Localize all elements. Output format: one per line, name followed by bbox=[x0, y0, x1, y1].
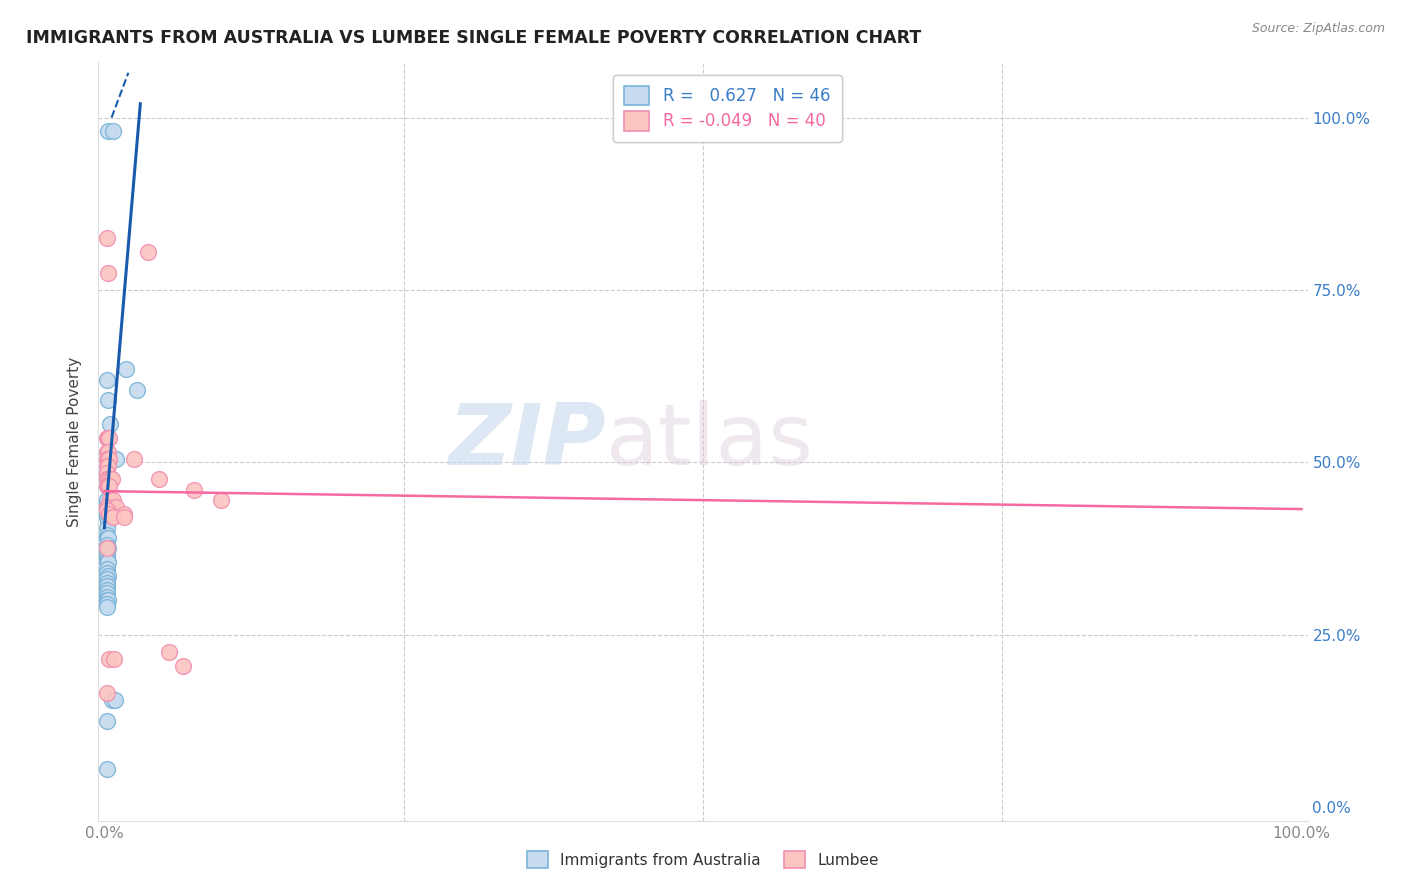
Point bbox=[96, 551, 118, 566]
Point bbox=[115, 362, 138, 376]
Point bbox=[96, 527, 118, 541]
Point bbox=[157, 645, 180, 659]
Point bbox=[103, 651, 125, 665]
Point bbox=[100, 417, 122, 432]
Point bbox=[97, 541, 120, 556]
Point bbox=[96, 493, 118, 508]
Point bbox=[96, 562, 118, 576]
Point bbox=[96, 555, 118, 569]
Point bbox=[97, 531, 120, 545]
Point bbox=[96, 521, 118, 535]
Point bbox=[112, 507, 135, 521]
Point bbox=[96, 586, 118, 600]
Point bbox=[96, 479, 118, 493]
Point bbox=[97, 500, 120, 514]
Point bbox=[100, 693, 122, 707]
Point bbox=[98, 479, 121, 493]
Text: Source: ZipAtlas.com: Source: ZipAtlas.com bbox=[1251, 22, 1385, 36]
Point bbox=[98, 507, 121, 521]
Legend: Immigrants from Australia, Lumbee: Immigrants from Australia, Lumbee bbox=[519, 844, 887, 875]
Point bbox=[96, 445, 118, 459]
Point bbox=[97, 473, 120, 487]
Point bbox=[96, 372, 118, 386]
Y-axis label: Single Female Poverty: Single Female Poverty bbox=[67, 357, 83, 526]
Point bbox=[96, 431, 118, 445]
Point bbox=[96, 714, 118, 728]
Point bbox=[96, 762, 118, 776]
Point bbox=[97, 124, 120, 138]
Point bbox=[97, 393, 120, 408]
Point bbox=[96, 231, 118, 245]
Legend: R =   0.627   N = 46, R = -0.049   N = 40: R = 0.627 N = 46, R = -0.049 N = 40 bbox=[613, 75, 842, 142]
Point bbox=[96, 538, 118, 552]
Point bbox=[97, 458, 120, 473]
Point bbox=[97, 266, 120, 280]
Point bbox=[97, 445, 120, 459]
Point bbox=[97, 479, 120, 493]
Point bbox=[98, 451, 121, 466]
Point bbox=[96, 548, 118, 563]
Point bbox=[96, 473, 118, 487]
Point bbox=[100, 473, 122, 487]
Point bbox=[100, 493, 122, 508]
Point bbox=[172, 658, 194, 673]
Point bbox=[96, 599, 118, 614]
Point bbox=[97, 569, 120, 583]
Point bbox=[96, 597, 118, 611]
Point bbox=[112, 510, 135, 524]
Point bbox=[96, 573, 118, 587]
Text: ZIP: ZIP bbox=[449, 400, 606, 483]
Point bbox=[136, 244, 159, 259]
Point bbox=[97, 593, 120, 607]
Point bbox=[96, 451, 118, 466]
Point bbox=[96, 531, 118, 545]
Text: IMMIGRANTS FROM AUSTRALIA VS LUMBEE SINGLE FEMALE POVERTY CORRELATION CHART: IMMIGRANTS FROM AUSTRALIA VS LUMBEE SING… bbox=[25, 29, 921, 47]
Point bbox=[96, 466, 118, 480]
Point bbox=[97, 431, 120, 445]
Point bbox=[148, 473, 170, 487]
Point bbox=[96, 579, 118, 593]
Point bbox=[96, 566, 118, 580]
Point bbox=[96, 500, 118, 514]
Point bbox=[98, 431, 121, 445]
Point bbox=[124, 451, 146, 466]
Point bbox=[96, 458, 118, 473]
Point bbox=[96, 497, 118, 511]
Point bbox=[101, 493, 124, 508]
Point bbox=[101, 124, 124, 138]
Point bbox=[96, 541, 118, 556]
Point bbox=[96, 479, 118, 493]
Point bbox=[104, 693, 127, 707]
Point bbox=[96, 541, 118, 556]
Point bbox=[100, 473, 122, 487]
Point bbox=[96, 582, 118, 597]
Point bbox=[96, 503, 118, 517]
Point bbox=[97, 451, 120, 466]
Point bbox=[105, 451, 128, 466]
Point bbox=[183, 483, 205, 497]
Point bbox=[96, 510, 118, 524]
Point bbox=[96, 507, 118, 521]
Point bbox=[97, 514, 120, 528]
Text: atlas: atlas bbox=[606, 400, 814, 483]
Point bbox=[96, 493, 118, 508]
Point bbox=[96, 590, 118, 604]
Point bbox=[98, 651, 121, 665]
Point bbox=[96, 593, 118, 607]
Point bbox=[96, 466, 118, 480]
Point bbox=[209, 493, 232, 508]
Point bbox=[97, 555, 120, 569]
Point bbox=[96, 575, 118, 590]
Point bbox=[96, 686, 118, 700]
Point bbox=[101, 510, 124, 524]
Point bbox=[125, 383, 148, 397]
Point bbox=[105, 500, 128, 514]
Point bbox=[96, 545, 118, 559]
